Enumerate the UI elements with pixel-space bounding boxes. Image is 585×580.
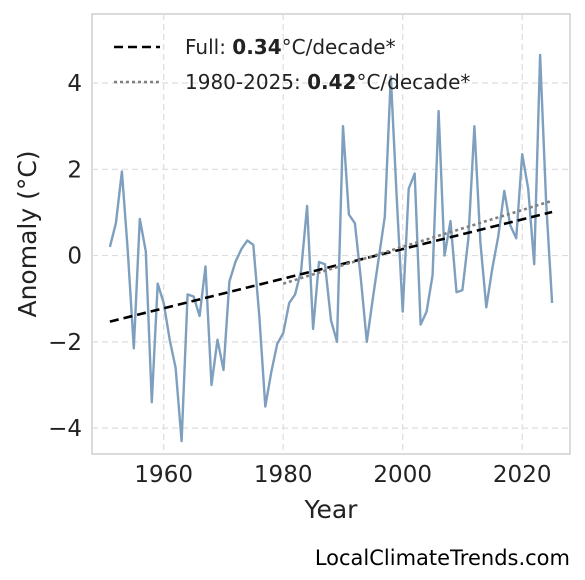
y-tick-label: 4 bbox=[67, 71, 82, 97]
anomaly-series-line bbox=[108, 53, 554, 443]
x-tick-label: 1980 bbox=[254, 462, 313, 488]
y-tick-label: 0 bbox=[67, 244, 82, 270]
legend: Full: 0.34°C/decade* 1980-2025: 0.42°C/de… bbox=[114, 35, 470, 94]
watermark: LocalClimateTrends.com bbox=[314, 546, 570, 570]
series-layer bbox=[108, 53, 554, 443]
recent-trend-line bbox=[282, 199, 553, 285]
grid bbox=[92, 14, 570, 454]
plot-area bbox=[91, 13, 571, 455]
y-tick-labels: −4 −2 0 2 4 bbox=[48, 71, 82, 442]
full-trend-line bbox=[109, 210, 553, 323]
x-tick-label: 2020 bbox=[493, 462, 552, 488]
y-axis-label: Anomaly (°C) bbox=[13, 150, 42, 317]
x-tick-labels: 1960 1980 2000 2020 bbox=[134, 462, 551, 488]
x-tick-label: 1960 bbox=[134, 462, 193, 488]
y-tick-label: −2 bbox=[48, 330, 82, 356]
y-tick-label: −4 bbox=[48, 416, 82, 442]
legend-entry: 1980-2025: 0.42°C/decade* bbox=[185, 70, 470, 94]
legend-entry: Full: 0.34°C/decade* bbox=[185, 35, 396, 59]
x-tick-label: 2000 bbox=[373, 462, 432, 488]
x-axis-label: Year bbox=[304, 495, 359, 524]
y-tick-label: 2 bbox=[67, 157, 82, 183]
